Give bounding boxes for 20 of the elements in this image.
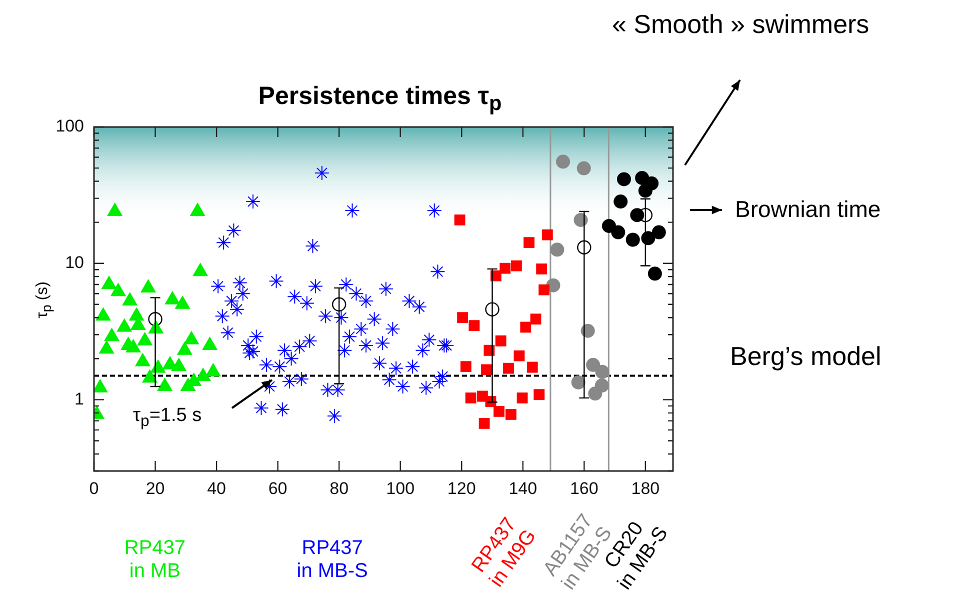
y-tick-label: 1 [74,389,84,408]
chart-title: Persistence times τ$_{p}$ [257,82,503,116]
y-tick-label: 10 [65,253,84,272]
annotation: τ$_{p}$=1.5 s [133,405,202,431]
x-tick-label: 80 [330,478,349,498]
x-tick-label: 120 [447,478,476,498]
x-tick-label: 60 [268,478,288,498]
y-tick-label: 100 [56,116,84,136]
x-tick-label: 140 [508,478,538,498]
text: Brownian time [735,196,881,222]
text: « Smooth » swimmers [612,9,870,40]
text: RP437 in MB [124,537,186,583]
text: Berg’s model [730,341,882,372]
x-tick-label: 100 [386,478,415,498]
x-tick-label: 180 [631,478,660,498]
x-tick-label: 160 [570,478,598,498]
x-tick-label: 20 [146,478,165,498]
x-tick-label: 0 [89,478,99,498]
x-tick-label: 40 [207,478,226,498]
text: RP437 in MB-S [296,537,368,583]
